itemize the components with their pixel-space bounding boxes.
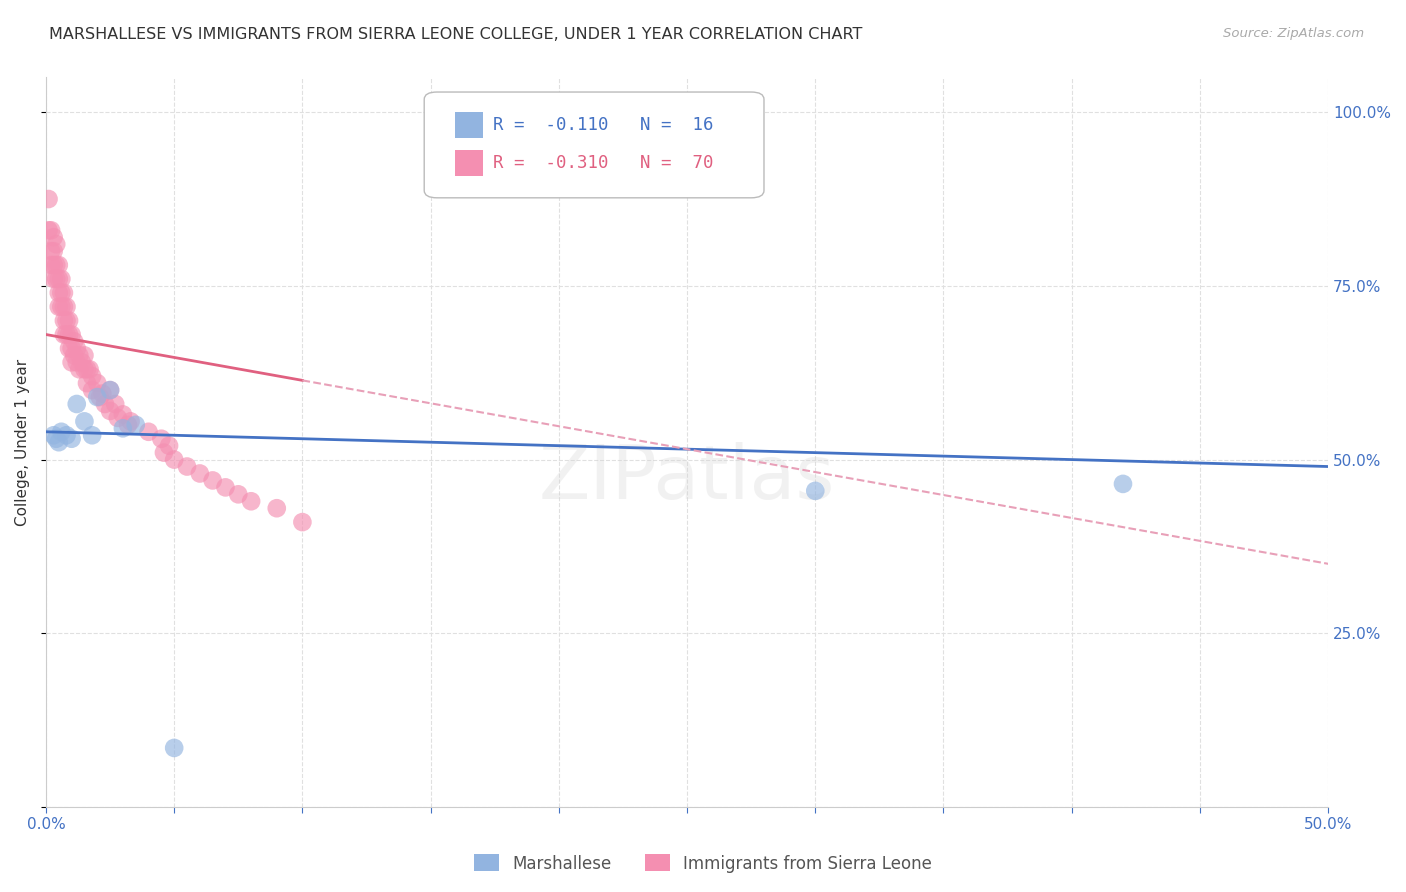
Point	[98, 404, 121, 418]
Point	[138, 425, 160, 439]
Point	[51, 272, 73, 286]
Point	[226, 487, 249, 501]
Point	[76, 362, 98, 376]
Point	[52, 327, 75, 342]
Point	[91, 386, 114, 401]
Point	[291, 515, 314, 529]
Bar	[456, 151, 484, 176]
Point	[98, 383, 121, 397]
Point	[73, 414, 96, 428]
Point	[82, 369, 104, 384]
Point	[51, 285, 73, 300]
Point	[94, 397, 117, 411]
Point	[48, 300, 70, 314]
Point	[58, 313, 80, 327]
Point	[66, 355, 89, 369]
Point	[86, 376, 108, 391]
Point	[266, 501, 288, 516]
Text: MARSHALLESE VS IMMIGRANTS FROM SIERRA LEONE COLLEGE, UNDER 1 YEAR CORRELATION CH: MARSHALLESE VS IMMIGRANTS FROM SIERRA LE…	[49, 27, 863, 42]
Point	[48, 285, 70, 300]
Point	[98, 383, 121, 397]
Point	[89, 390, 111, 404]
Point	[125, 417, 148, 432]
Point	[66, 342, 89, 356]
FancyBboxPatch shape	[425, 92, 763, 198]
Point	[52, 300, 75, 314]
Point	[48, 435, 70, 450]
Legend: Marshallese, Immigrants from Sierra Leone: Marshallese, Immigrants from Sierra Leon…	[467, 847, 939, 880]
Point	[58, 342, 80, 356]
Point	[107, 410, 129, 425]
Point	[60, 327, 83, 342]
Point	[157, 439, 180, 453]
Point	[60, 342, 83, 356]
Point	[42, 428, 65, 442]
Point	[70, 355, 93, 369]
Point	[45, 432, 67, 446]
Point	[76, 376, 98, 391]
Point	[39, 258, 62, 272]
Point	[240, 494, 263, 508]
Text: ZIPatlas: ZIPatlas	[538, 442, 835, 516]
Bar	[456, 112, 484, 138]
Y-axis label: College, Under 1 year: College, Under 1 year	[15, 359, 30, 525]
Point	[55, 327, 77, 342]
Point	[163, 452, 186, 467]
Point	[117, 417, 139, 432]
Point	[176, 459, 198, 474]
Point	[52, 313, 75, 327]
Point	[42, 244, 65, 259]
Point	[79, 362, 101, 376]
Point	[82, 428, 104, 442]
Point	[73, 348, 96, 362]
Point	[45, 258, 67, 272]
Point	[214, 480, 236, 494]
Point	[1112, 476, 1135, 491]
Point	[42, 230, 65, 244]
Point	[120, 414, 142, 428]
Point	[55, 428, 77, 442]
Point	[45, 237, 67, 252]
Point	[163, 740, 186, 755]
Point	[201, 474, 224, 488]
Point	[804, 483, 827, 498]
Point	[66, 397, 89, 411]
Point	[67, 362, 90, 376]
Point	[67, 348, 90, 362]
Point	[51, 425, 73, 439]
Text: R =  -0.110   N =  16: R = -0.110 N = 16	[494, 116, 714, 134]
Point	[104, 397, 127, 411]
Point	[45, 272, 67, 286]
Point	[55, 313, 77, 327]
Point	[39, 223, 62, 237]
Point	[82, 383, 104, 397]
Point	[51, 300, 73, 314]
Point	[73, 362, 96, 376]
Point	[60, 355, 83, 369]
Point	[63, 334, 86, 349]
Point	[86, 390, 108, 404]
Point	[48, 272, 70, 286]
Point	[63, 348, 86, 362]
Point	[48, 258, 70, 272]
Point	[42, 272, 65, 286]
Point	[150, 432, 173, 446]
Point	[38, 192, 60, 206]
Point	[60, 432, 83, 446]
Point	[111, 421, 134, 435]
Text: R =  -0.310   N =  70: R = -0.310 N = 70	[494, 154, 714, 172]
Text: Source: ZipAtlas.com: Source: ZipAtlas.com	[1223, 27, 1364, 40]
Point	[153, 445, 176, 459]
Point	[58, 327, 80, 342]
Point	[111, 408, 134, 422]
Point	[39, 244, 62, 259]
Point	[38, 223, 60, 237]
Point	[188, 467, 211, 481]
Point	[52, 285, 75, 300]
Point	[55, 300, 77, 314]
Point	[42, 258, 65, 272]
